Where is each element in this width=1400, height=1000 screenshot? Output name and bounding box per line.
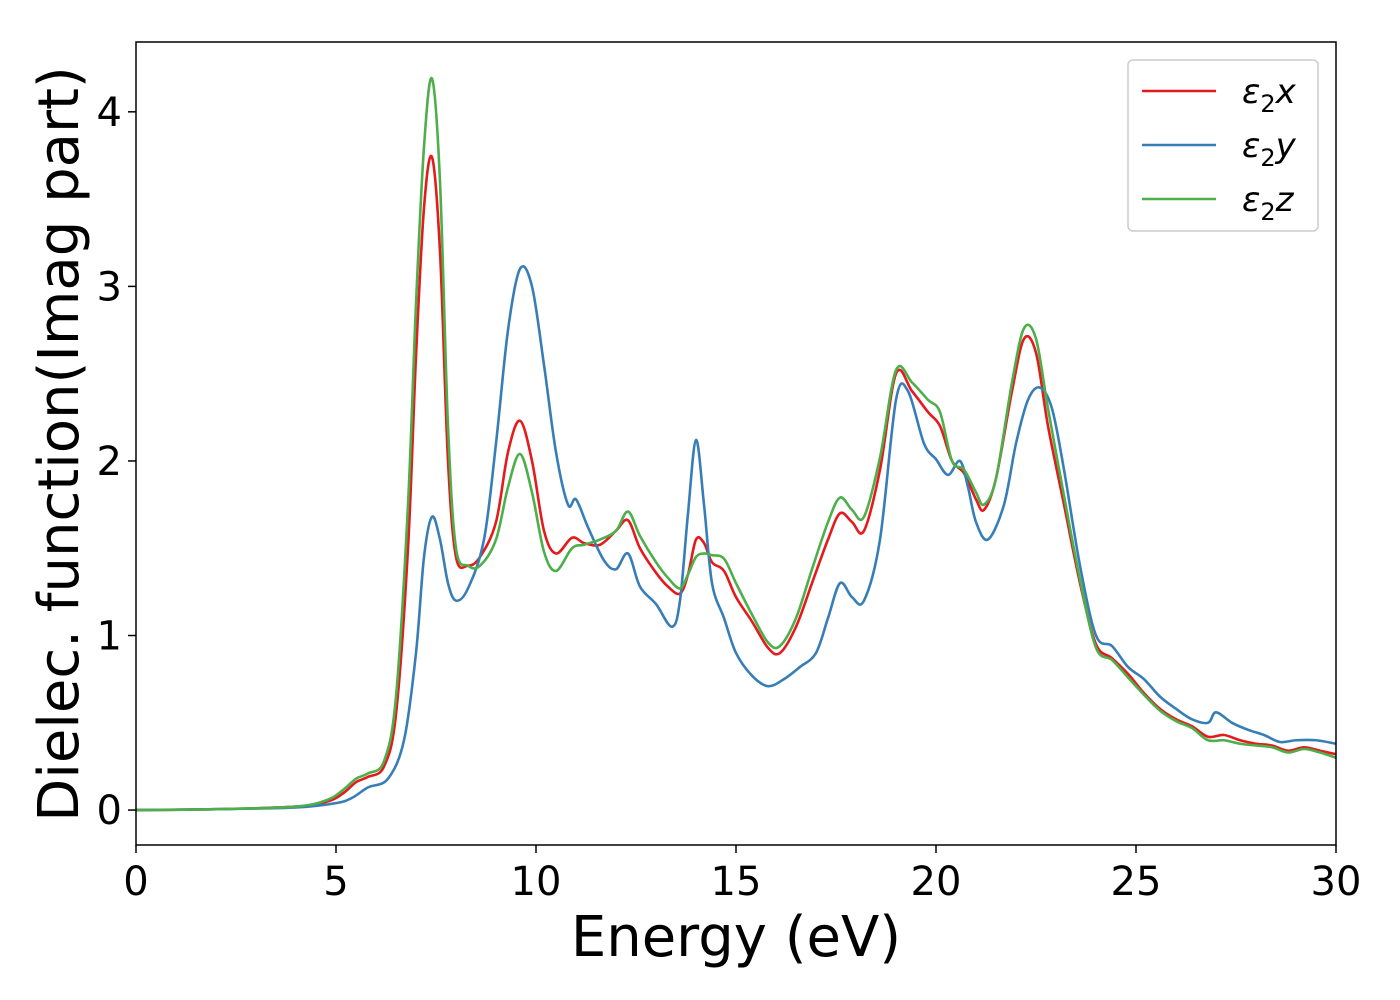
x-axis-title: Energy (eV) — [571, 905, 901, 970]
x-tick-label: 0 — [123, 859, 148, 905]
series-line-y — [136, 265, 1336, 812]
legend-label-z: ε2z — [1242, 180, 1295, 226]
y-tick-label: 4 — [97, 90, 122, 136]
y-tick-label: 1 — [97, 614, 122, 660]
x-tick-label: 5 — [323, 859, 348, 905]
legend: ε2x ε2y ε2z — [1127, 59, 1319, 232]
y-tick-label: 3 — [97, 264, 122, 310]
series-line-x — [136, 154, 1336, 812]
y-axis-title: Dielec. function(Imag part) — [27, 66, 92, 822]
y-axis-ticks: 0 1 2 3 4 — [97, 90, 136, 834]
x-axis-ticks: 0 5 10 15 20 25 30 — [123, 845, 1361, 905]
x-tick-label: 15 — [711, 859, 762, 905]
legend-label-y: ε2y — [1242, 126, 1297, 172]
x-tick-label: 10 — [511, 859, 562, 905]
legend-label-x: ε2x — [1242, 72, 1297, 118]
series-line-z — [136, 76, 1336, 812]
y-tick-label: 2 — [97, 439, 122, 485]
series-layer — [136, 76, 1336, 812]
x-tick-label: 25 — [1111, 859, 1162, 905]
x-tick-label: 30 — [1311, 859, 1362, 905]
x-tick-label: 20 — [911, 859, 962, 905]
legend-box — [1127, 59, 1319, 232]
y-tick-label: 0 — [97, 788, 122, 834]
